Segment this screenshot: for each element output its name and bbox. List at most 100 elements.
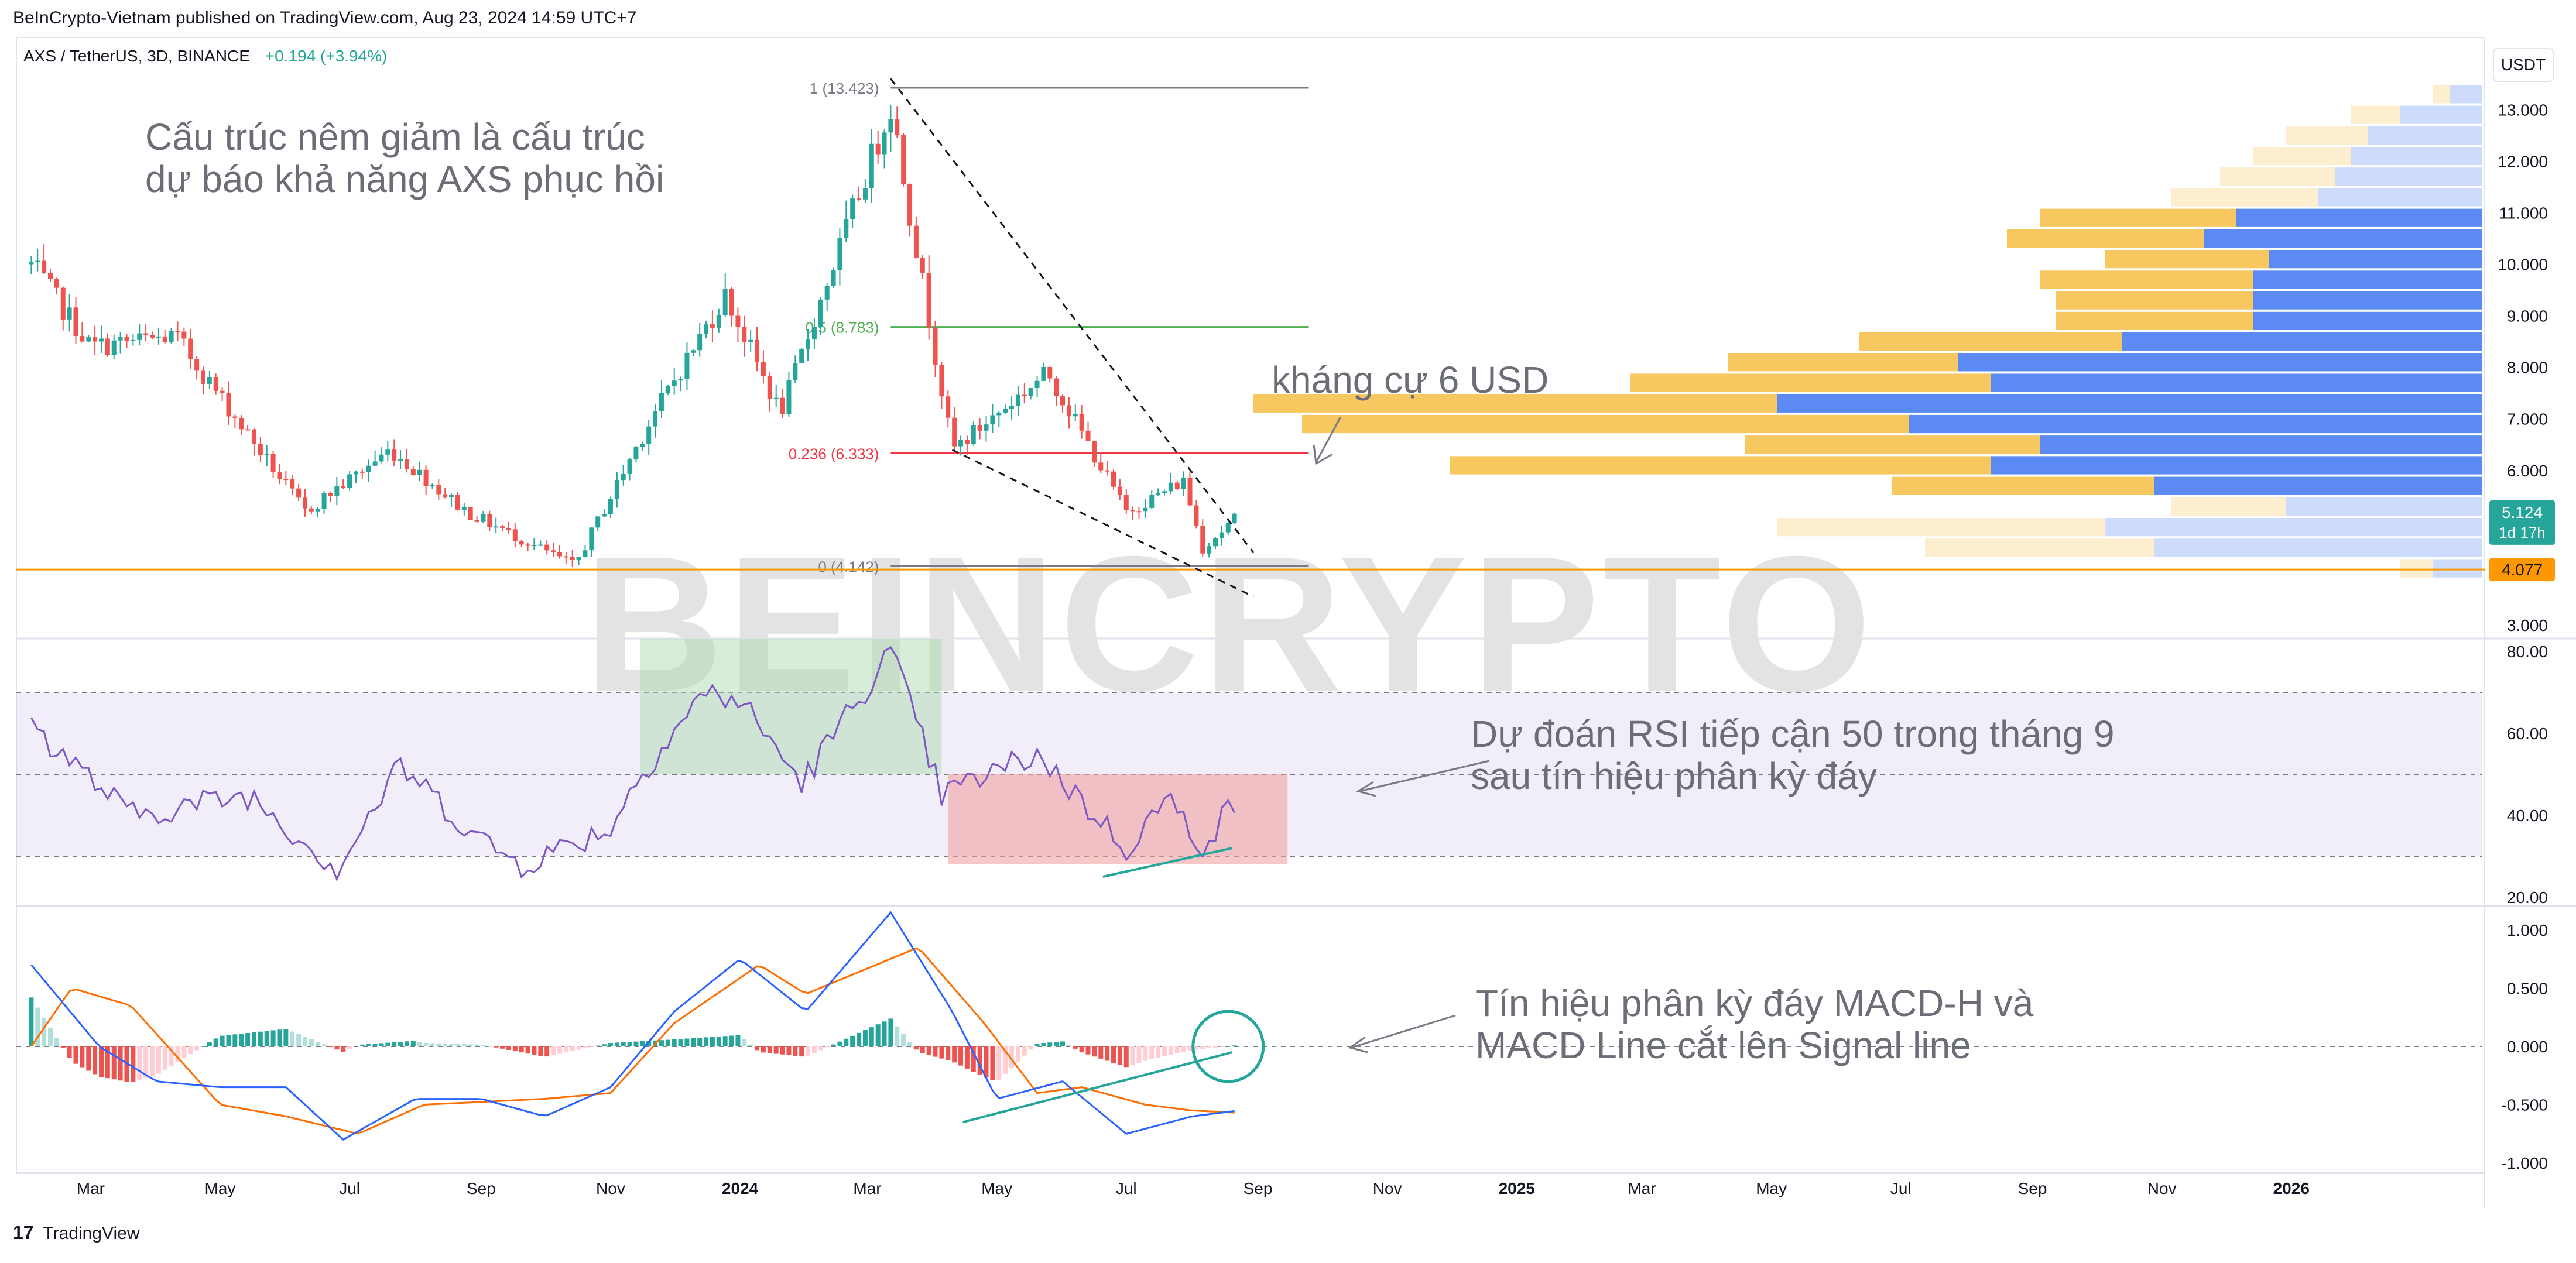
macd-histogram-bar xyxy=(1123,1046,1129,1068)
macd-histogram-bar xyxy=(1034,1043,1040,1046)
candle-body xyxy=(850,198,855,219)
macd-histogram-bar xyxy=(1060,1041,1066,1046)
macd-histogram-bar xyxy=(888,1018,893,1046)
time-tick-label: May xyxy=(981,1179,1012,1197)
candle-body xyxy=(392,449,397,461)
macd-histogram-bar xyxy=(824,1046,830,1048)
macd-histogram-bar xyxy=(162,1046,167,1070)
candle-body xyxy=(60,287,66,320)
candle-body xyxy=(633,447,639,460)
macd-histogram-bar xyxy=(729,1035,734,1046)
candle-body xyxy=(105,338,110,355)
macd-histogram-bar xyxy=(512,1046,518,1052)
macd-histogram-bar xyxy=(913,1046,919,1050)
macd-histogram-bar xyxy=(697,1038,703,1046)
candle-body xyxy=(270,453,276,473)
price-tick-label: 9.000 xyxy=(2507,307,2548,325)
candle-body xyxy=(544,544,550,551)
candle-body xyxy=(93,337,98,342)
macd-histogram-bar xyxy=(710,1037,715,1046)
volume-profile-down-bar xyxy=(2056,311,2253,330)
candle-body xyxy=(181,331,187,339)
candle-body xyxy=(882,132,887,155)
macd-histogram-bar xyxy=(844,1038,849,1046)
macd-histogram-bar xyxy=(111,1046,117,1080)
macd-histogram-bar xyxy=(239,1034,244,1046)
macd-histogram-bar xyxy=(952,1046,957,1063)
macd-histogram-bar xyxy=(1156,1046,1161,1058)
macd-histogram-bar xyxy=(494,1046,499,1048)
candle-body xyxy=(563,556,568,558)
candle-body xyxy=(443,494,448,497)
candle-body xyxy=(920,258,925,273)
macd-histogram-bar xyxy=(831,1044,836,1046)
symbol-label[interactable]: AXS / TetherUS, 3D, BINANCE xyxy=(23,47,250,65)
candle-body xyxy=(837,238,842,270)
candle-body xyxy=(570,557,575,560)
macd-histogram-bar xyxy=(181,1046,187,1058)
candle-body xyxy=(939,365,944,397)
macd-histogram-bar xyxy=(1136,1046,1142,1063)
volume-profile-down-bar xyxy=(1630,373,1991,392)
volume-profile-up-bar xyxy=(2286,497,2482,516)
candle-body xyxy=(1066,405,1071,417)
macd-histogram-bar xyxy=(895,1026,900,1046)
volume-profile-up-bar xyxy=(2253,311,2482,330)
macd-histogram-bar xyxy=(627,1042,632,1046)
candle-body xyxy=(977,425,982,431)
volume-profile-down-bar xyxy=(1925,538,2154,557)
macd-histogram-bar xyxy=(608,1042,613,1046)
candle-body xyxy=(710,324,715,328)
candle-body xyxy=(964,440,970,444)
price-tick-label: 6.000 xyxy=(2507,462,2548,480)
candle-body xyxy=(398,459,403,461)
candle-body xyxy=(532,545,537,547)
price-tick-label: 13.000 xyxy=(2498,101,2548,119)
candle-body xyxy=(156,336,161,338)
price-tick-label: 11.000 xyxy=(2499,204,2548,222)
candle-body xyxy=(627,459,632,474)
macd-histogram-bar xyxy=(786,1046,792,1055)
macd-divergence-line xyxy=(962,1051,1233,1124)
candle-body xyxy=(646,426,652,444)
candle-body xyxy=(67,307,72,320)
candle-body xyxy=(353,471,358,475)
macd-histogram-bar xyxy=(806,1046,811,1056)
candle-body xyxy=(341,486,346,488)
rsi-arrow xyxy=(1359,760,1490,792)
macd-histogram-bar xyxy=(54,1038,59,1046)
macd-histogram-bar xyxy=(519,1046,524,1053)
candle-body xyxy=(500,526,505,528)
candle-body xyxy=(379,454,384,462)
volume-profile-up-bar xyxy=(2154,476,2482,495)
candle-body xyxy=(359,471,365,473)
macd-histogram-bar xyxy=(869,1027,874,1046)
time-tick-label: 2025 xyxy=(1499,1179,1535,1197)
candle-body xyxy=(54,279,59,288)
macd-histogram-bar xyxy=(73,1046,78,1064)
candle-body xyxy=(1098,462,1104,471)
candle-body xyxy=(1207,546,1212,554)
candle-body xyxy=(417,469,422,475)
candle-body xyxy=(264,453,269,455)
candle-body xyxy=(1028,387,1033,396)
candle-body xyxy=(525,544,530,546)
annotation-rsi-line1: Dự đoán RSI tiếp cận 50 trong tháng 9 xyxy=(1471,713,2115,755)
candle-body xyxy=(1123,495,1129,510)
macd-histogram-bar xyxy=(1117,1046,1122,1065)
candle-body xyxy=(621,473,626,481)
candle-body xyxy=(410,469,416,475)
tradingview-footer[interactable]: 17 TradingView xyxy=(13,1222,139,1244)
candle-body xyxy=(207,377,212,384)
candle-body xyxy=(461,507,467,510)
volume-profile-down-bar xyxy=(2040,270,2253,289)
footer-brand: TradingView xyxy=(43,1224,140,1243)
macd-histogram-bar xyxy=(996,1046,1002,1080)
currency-button[interactable]: USDT xyxy=(2493,48,2554,82)
candle-body xyxy=(704,324,709,334)
candle-body xyxy=(672,380,677,386)
macd-histogram-bar xyxy=(1015,1046,1020,1062)
candle-body xyxy=(933,328,938,365)
time-tick-label: Mar xyxy=(1628,1179,1656,1197)
